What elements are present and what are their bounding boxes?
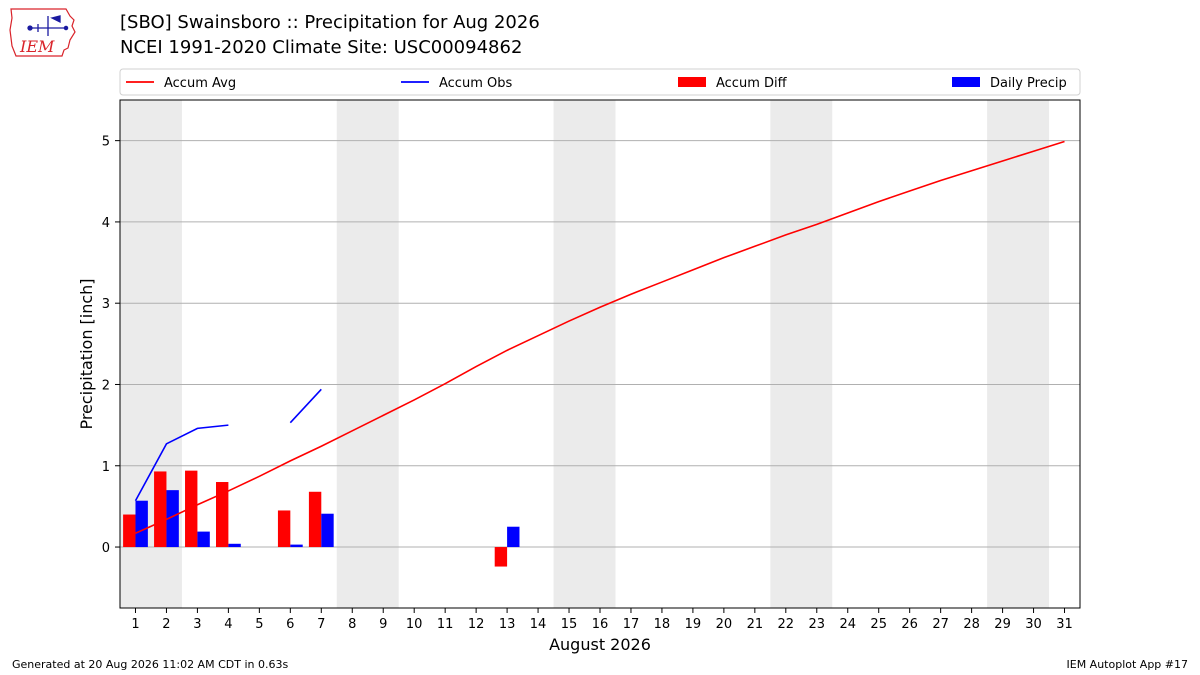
x-tick-label: 26 bbox=[901, 617, 918, 632]
weekend-band bbox=[987, 100, 1050, 608]
daily-precip-bar bbox=[135, 500, 148, 548]
bars bbox=[123, 470, 520, 567]
accum-diff-bar bbox=[216, 482, 229, 548]
x-tick-label: 7 bbox=[317, 617, 325, 632]
x-tick-label: 13 bbox=[499, 617, 516, 632]
y-axis-label: Precipitation [inch] bbox=[77, 278, 96, 429]
weekend-shading bbox=[120, 100, 1050, 608]
accum-diff-bar bbox=[123, 514, 136, 548]
y-tick-label: 1 bbox=[102, 460, 110, 475]
weekend-band bbox=[553, 100, 616, 608]
accum-diff-bar bbox=[277, 510, 291, 548]
x-tick-label: 25 bbox=[870, 617, 887, 632]
daily-precip-bar bbox=[166, 490, 179, 548]
accum-diff-bar bbox=[494, 547, 508, 567]
x-tick-label: 8 bbox=[348, 617, 356, 632]
legend-bar-swatch bbox=[678, 77, 706, 87]
iowa-state-outline bbox=[9, 8, 76, 57]
logo-text: IEM bbox=[19, 37, 55, 56]
x-tick-label: 3 bbox=[193, 617, 201, 632]
x-tick-label: 15 bbox=[561, 617, 578, 632]
app-footer: IEM Autoplot App #17 bbox=[1066, 658, 1189, 671]
x-tick-label: 24 bbox=[839, 617, 856, 632]
y-tick-label: 0 bbox=[102, 541, 110, 556]
lines bbox=[134, 140, 1065, 534]
weekend-band bbox=[770, 100, 833, 608]
legend: Accum Avg Accum Obs Accum Diff Daily Precip bbox=[119, 68, 1081, 96]
x-tick-label: 22 bbox=[778, 617, 795, 632]
x-tick-label: 9 bbox=[379, 617, 387, 632]
iem-logo: IEM bbox=[8, 6, 80, 58]
x-tick-label: 30 bbox=[1025, 617, 1042, 632]
daily-precip-bar bbox=[507, 526, 520, 548]
daily-precip-bar bbox=[197, 531, 210, 548]
x-tick-label: 16 bbox=[592, 617, 609, 632]
x-tick-label: 23 bbox=[809, 617, 826, 632]
accum-diff-bar bbox=[185, 470, 198, 548]
y-tick-label: 3 bbox=[102, 297, 110, 312]
x-tick-label: 10 bbox=[406, 617, 423, 632]
accum-diff-bar bbox=[154, 471, 167, 548]
legend-box bbox=[119, 68, 1081, 96]
legend-label: Accum Diff bbox=[716, 76, 788, 91]
accum-diff-bar bbox=[308, 491, 322, 548]
x-tick-label: 6 bbox=[286, 617, 294, 632]
x-axis-ticks: 1 2 3 4 5 6 7 8 9 10 11 12 13 14 15 16 17 18 19 20 21 22 23 24 2… bbox=[131, 608, 1073, 632]
x-tick-label: 12 bbox=[468, 617, 485, 632]
x-tick-label: 28 bbox=[963, 617, 980, 632]
x-tick-label: 4 bbox=[224, 617, 232, 632]
accum-avg-line bbox=[135, 140, 1065, 534]
legend-label: Accum Obs bbox=[439, 76, 512, 91]
legend-label: Accum Avg bbox=[164, 76, 236, 91]
x-tick-label: 11 bbox=[437, 617, 454, 632]
generated-footer: Generated at 20 Aug 2026 11:02 AM CDT in… bbox=[12, 658, 289, 671]
x-tick-label: 18 bbox=[654, 617, 671, 632]
x-axis-label: August 2026 bbox=[549, 635, 651, 654]
chart-subtitle: NCEI 1991-2020 Climate Site: USC00094862 bbox=[120, 37, 523, 58]
x-tick-label: 5 bbox=[255, 617, 263, 632]
x-tick-label: 14 bbox=[530, 617, 547, 632]
accum-obs-line bbox=[289, 388, 322, 424]
y-tick-label: 4 bbox=[102, 216, 110, 231]
y-tick-label: 5 bbox=[102, 135, 110, 150]
chart-title: [SBO] Swainsboro :: Precipitation for Au… bbox=[120, 12, 540, 33]
x-tick-label: 21 bbox=[747, 617, 764, 632]
y-tick-label: 2 bbox=[102, 378, 110, 393]
x-tick-label: 27 bbox=[932, 617, 949, 632]
accum-obs-line bbox=[134, 424, 229, 502]
daily-precip-bar bbox=[290, 544, 303, 548]
x-tick-label: 2 bbox=[162, 617, 170, 632]
x-tick-label: 31 bbox=[1056, 617, 1073, 632]
x-tick-label: 20 bbox=[716, 617, 733, 632]
x-tick-label: 29 bbox=[994, 617, 1011, 632]
y-axis-ticks: 0 1 2 3 4 5 bbox=[102, 135, 120, 556]
x-tick-label: 1 bbox=[131, 617, 139, 632]
legend-bar-swatch bbox=[952, 77, 980, 87]
daily-precip-bar bbox=[321, 513, 334, 548]
x-tick-label: 19 bbox=[685, 617, 702, 632]
x-tick-label: 17 bbox=[623, 617, 640, 632]
daily-precip-bar bbox=[228, 543, 241, 548]
weekend-band bbox=[336, 100, 399, 608]
legend-label: Daily Precip bbox=[990, 76, 1067, 91]
weather-station-icon bbox=[27, 15, 69, 36]
